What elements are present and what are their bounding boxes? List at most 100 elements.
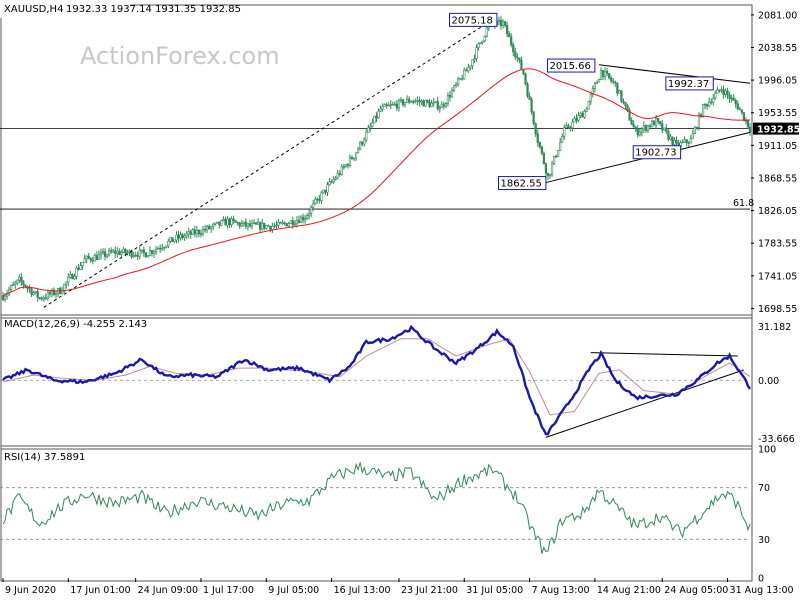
candle-body bbox=[538, 142, 541, 148]
candle-body bbox=[18, 276, 21, 281]
candle-body bbox=[461, 78, 464, 80]
candle-body bbox=[612, 80, 615, 83]
candle-body bbox=[126, 252, 129, 254]
candle-body bbox=[361, 141, 364, 145]
candle-body bbox=[379, 108, 382, 112]
candle-body bbox=[381, 106, 384, 110]
rsi-tick-label: 100 bbox=[758, 445, 776, 456]
panel-frames bbox=[0, 4, 753, 582]
candle-body bbox=[583, 111, 586, 118]
candle-body bbox=[471, 59, 474, 67]
candle-body bbox=[303, 218, 307, 221]
candle-body bbox=[667, 130, 670, 140]
ohlc-label: 1932.33 1937.14 1931.35 1932.85 bbox=[66, 4, 241, 15]
candle-body bbox=[65, 281, 68, 285]
candle-body bbox=[185, 233, 188, 237]
candle-body bbox=[685, 139, 688, 144]
rsi-line bbox=[2, 462, 751, 554]
candle-body bbox=[287, 223, 290, 227]
candle-body bbox=[438, 107, 441, 110]
candle-body bbox=[389, 104, 392, 106]
candle-body bbox=[122, 248, 125, 253]
candle-body bbox=[401, 99, 405, 106]
candle-body bbox=[79, 265, 82, 270]
candle-body bbox=[569, 127, 572, 129]
macd-support-line bbox=[545, 369, 745, 438]
candle-body bbox=[285, 223, 288, 227]
rsi-tick-label: 70 bbox=[758, 483, 770, 494]
candle-body bbox=[628, 110, 631, 121]
candle-body bbox=[522, 68, 525, 75]
candle-body bbox=[624, 102, 627, 107]
candle-body bbox=[665, 127, 668, 132]
candle-body bbox=[506, 25, 509, 35]
candle-body bbox=[118, 250, 121, 255]
candle-body bbox=[432, 101, 435, 104]
upper-triangle-line bbox=[598, 64, 751, 84]
candle-body bbox=[144, 252, 147, 258]
candle-body bbox=[191, 229, 194, 235]
candle-body bbox=[324, 189, 327, 193]
candle-body bbox=[110, 250, 113, 253]
candle-body bbox=[508, 33, 511, 38]
candle-body bbox=[536, 133, 539, 143]
candle-body bbox=[103, 251, 107, 257]
candle-body bbox=[577, 115, 580, 121]
y-axis-labels: 2081.00 2038.55 1996.05 1953.55 1911.05 1868.… bbox=[751, 10, 800, 585]
candle-body bbox=[154, 248, 158, 252]
macd-tick-label: -33.666 bbox=[758, 434, 795, 445]
y-tick-label: 1741.05 bbox=[758, 271, 797, 282]
candle-body bbox=[352, 157, 356, 160]
candle-body bbox=[630, 120, 633, 125]
annotation-box bbox=[449, 12, 498, 27]
candle-body bbox=[644, 125, 648, 131]
candle-body bbox=[332, 179, 335, 182]
candle-body bbox=[14, 282, 17, 285]
candle-body bbox=[726, 90, 729, 96]
candle-body bbox=[310, 207, 313, 214]
candle-body bbox=[365, 131, 368, 141]
symbol-label: XAUUSD,H4 bbox=[4, 4, 63, 15]
candle-body bbox=[744, 120, 748, 122]
candle-body bbox=[683, 139, 686, 143]
candle-body bbox=[650, 120, 654, 128]
candle-body bbox=[734, 99, 737, 105]
candle-body bbox=[295, 220, 299, 225]
candle-body bbox=[385, 104, 388, 106]
candle-body bbox=[69, 274, 72, 278]
y-tick-label: 1698.55 bbox=[758, 304, 797, 315]
candle-body bbox=[534, 123, 537, 135]
candle-body bbox=[326, 184, 329, 193]
candle-body bbox=[232, 218, 235, 221]
candle-body bbox=[436, 101, 439, 110]
macd-signal-line bbox=[2, 338, 751, 416]
dashed-trendline bbox=[43, 19, 494, 308]
candle-body bbox=[212, 223, 215, 228]
candle-body bbox=[697, 114, 701, 128]
candle-body bbox=[720, 89, 723, 91]
candle-body bbox=[450, 90, 454, 98]
candle-body bbox=[673, 140, 676, 145]
candle-body bbox=[205, 225, 209, 231]
candle-body bbox=[591, 88, 594, 95]
candle-body bbox=[16, 279, 19, 284]
candle-body bbox=[393, 103, 396, 106]
candle-body bbox=[177, 234, 180, 239]
candle-body bbox=[289, 220, 292, 224]
candle-body bbox=[383, 104, 386, 107]
candle-body bbox=[112, 250, 115, 253]
candle-body bbox=[116, 250, 119, 254]
candle-body bbox=[646, 125, 650, 131]
candle-body bbox=[703, 103, 707, 106]
moving-average-line bbox=[2, 68, 751, 297]
candle-body bbox=[248, 223, 252, 227]
candle-body bbox=[193, 229, 196, 235]
candle-body bbox=[634, 126, 637, 130]
candle-body bbox=[236, 222, 239, 224]
y-tick-label: 2081.00 bbox=[758, 10, 797, 21]
candle-body bbox=[736, 103, 739, 110]
x-axis-labels: 9 Jun 2020 17 Jun 01:00 24 Jun 09:00 1 Jul … bbox=[2, 578, 794, 596]
candle-body bbox=[548, 173, 552, 176]
candle-body bbox=[693, 127, 696, 134]
candle-body bbox=[108, 250, 111, 256]
